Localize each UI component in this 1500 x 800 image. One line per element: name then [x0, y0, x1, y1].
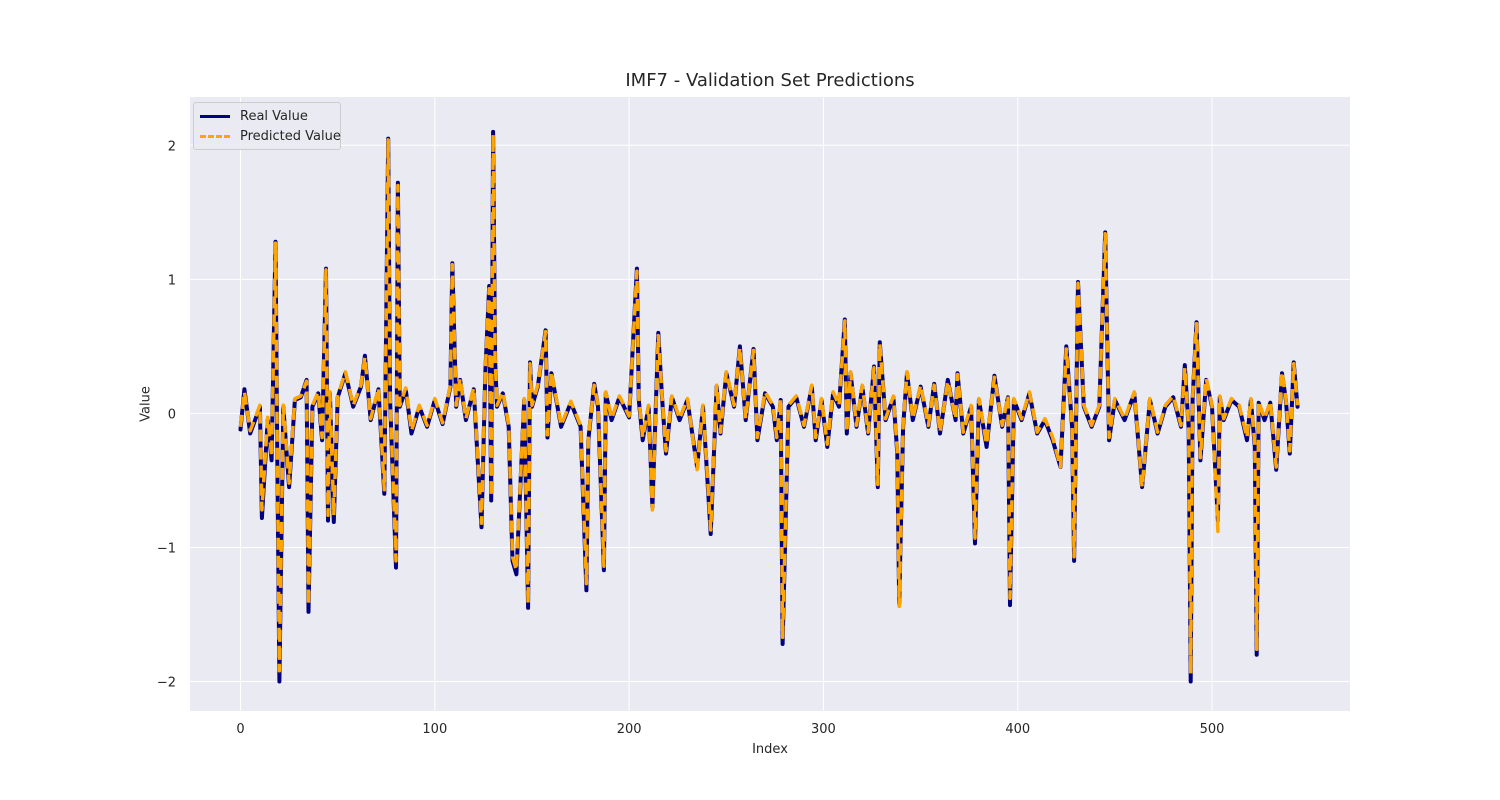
legend-swatch-predicted: [200, 134, 230, 138]
x-tick-label: 0: [236, 722, 244, 737]
x-tick-label: 200: [617, 722, 642, 737]
y-tick-label: 0: [168, 407, 176, 422]
y-tick-label: 2: [168, 139, 176, 154]
x-tick-label: 100: [422, 722, 447, 737]
legend-label-real: Real Value: [240, 108, 308, 124]
y-tick-label: −2: [157, 676, 176, 691]
y-tick-label: −1: [157, 541, 176, 556]
legend-swatch-real: [200, 114, 230, 118]
y-tick-label: 1: [168, 273, 176, 288]
legend-label-predicted: Predicted Value: [240, 128, 341, 144]
series-lines: [238, 129, 1300, 684]
x-tick-label: 300: [811, 722, 836, 737]
x-axis-label: Index: [752, 742, 788, 757]
x-tick-label: 500: [1200, 722, 1225, 737]
predicted-value-line: [238, 132, 1300, 676]
chart-title: IMF7 - Validation Set Predictions: [625, 70, 915, 91]
legend-item-predicted: Predicted Value: [200, 127, 341, 145]
legend: Real Value Predicted Value: [193, 102, 341, 150]
x-tick-label: 400: [1005, 722, 1030, 737]
legend-item-real: Real Value: [200, 107, 308, 125]
tick-labels: 0 100 200 300 400 500 −2 −1 0 1 2: [157, 139, 1225, 737]
y-axis-label: Value: [138, 386, 154, 422]
